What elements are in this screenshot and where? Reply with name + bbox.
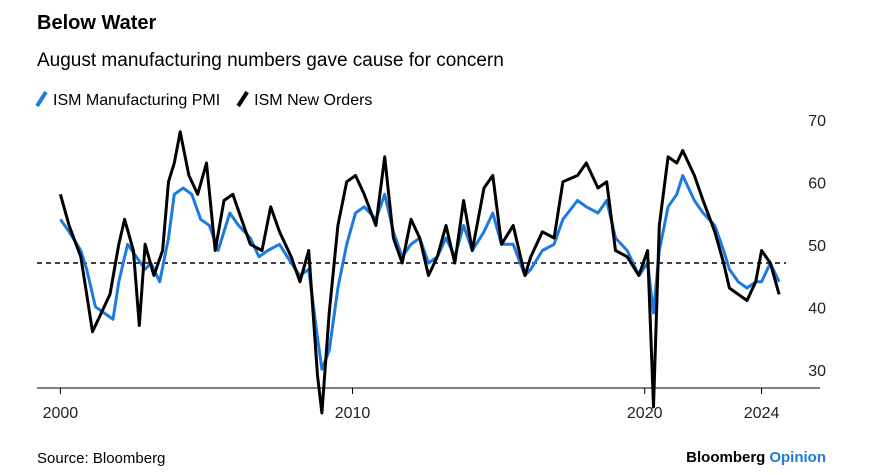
chart-title: Below Water bbox=[37, 12, 156, 34]
y-tick-label: 50 bbox=[808, 238, 826, 255]
chart-subtitle: August manufacturing numbers gave cause … bbox=[37, 50, 504, 71]
source: Source: Bloomberg bbox=[37, 450, 165, 467]
legend-label: ISM Manufacturing PMI bbox=[53, 92, 220, 109]
legend-swatch bbox=[236, 90, 249, 108]
x-tick-label: 2020 bbox=[627, 405, 663, 422]
y-tick-label: 30 bbox=[808, 363, 826, 380]
y-tick-label: 70 bbox=[808, 113, 826, 130]
legend-label: ISM New Orders bbox=[254, 92, 372, 109]
x-tick-label: 2010 bbox=[335, 405, 371, 422]
y-tick-label: 60 bbox=[808, 176, 826, 193]
brand: Bloomberg Opinion bbox=[686, 449, 826, 466]
series-line bbox=[59, 174, 781, 371]
brand-name: Bloomberg bbox=[686, 449, 765, 466]
series-line bbox=[58, 130, 781, 415]
x-tick-label: 2024 bbox=[744, 405, 780, 422]
x-tick-label: 2000 bbox=[43, 405, 79, 422]
brand-suffix: Opinion bbox=[769, 449, 826, 466]
legend-swatch bbox=[35, 90, 48, 108]
y-tick-label: 40 bbox=[808, 301, 826, 318]
